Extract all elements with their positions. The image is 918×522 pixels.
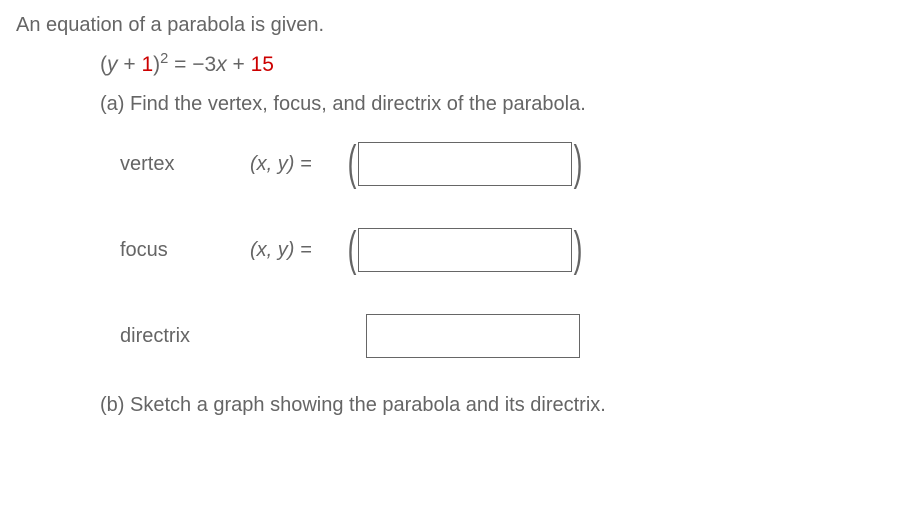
focus-xy: (x, y) = xyxy=(250,239,350,262)
eq-lparen: ( xyxy=(100,53,107,76)
directrix-label: directrix xyxy=(120,325,250,348)
eq-fifteen: 15 xyxy=(251,53,274,76)
vertex-row: vertex (x, y) = ( ) xyxy=(120,136,902,192)
vertex-close-paren: ) xyxy=(574,140,583,188)
focus-row: focus (x, y) = ( ) xyxy=(120,222,902,278)
directrix-row: directrix xyxy=(120,308,902,364)
eq-one: 1 xyxy=(141,53,153,76)
vertex-xy: (x, y) = xyxy=(250,153,350,176)
part-a-label: (a) Find the vertex, focus, and directri… xyxy=(100,93,902,116)
equation: (y + 1)2 = −3x + 15 xyxy=(100,51,902,77)
vertex-open-paren: ( xyxy=(348,140,357,188)
eq-y: y xyxy=(107,53,118,76)
eq-plus1: + xyxy=(118,53,142,76)
focus-label: focus xyxy=(120,239,250,262)
eq-plus2: + xyxy=(227,53,251,76)
vertex-input[interactable] xyxy=(358,142,572,186)
intro-text: An equation of a parabola is given. xyxy=(16,14,902,37)
vertex-label: vertex xyxy=(120,153,250,176)
eq-equals: = xyxy=(168,53,192,76)
part-b-label: (b) Sketch a graph showing the parabola … xyxy=(100,394,902,417)
directrix-input[interactable] xyxy=(366,314,580,358)
focus-open-paren: ( xyxy=(348,226,357,274)
focus-close-paren: ) xyxy=(574,226,583,274)
focus-input[interactable] xyxy=(358,228,572,272)
eq-neg3: −3 xyxy=(192,53,216,76)
eq-x: x xyxy=(216,53,227,76)
